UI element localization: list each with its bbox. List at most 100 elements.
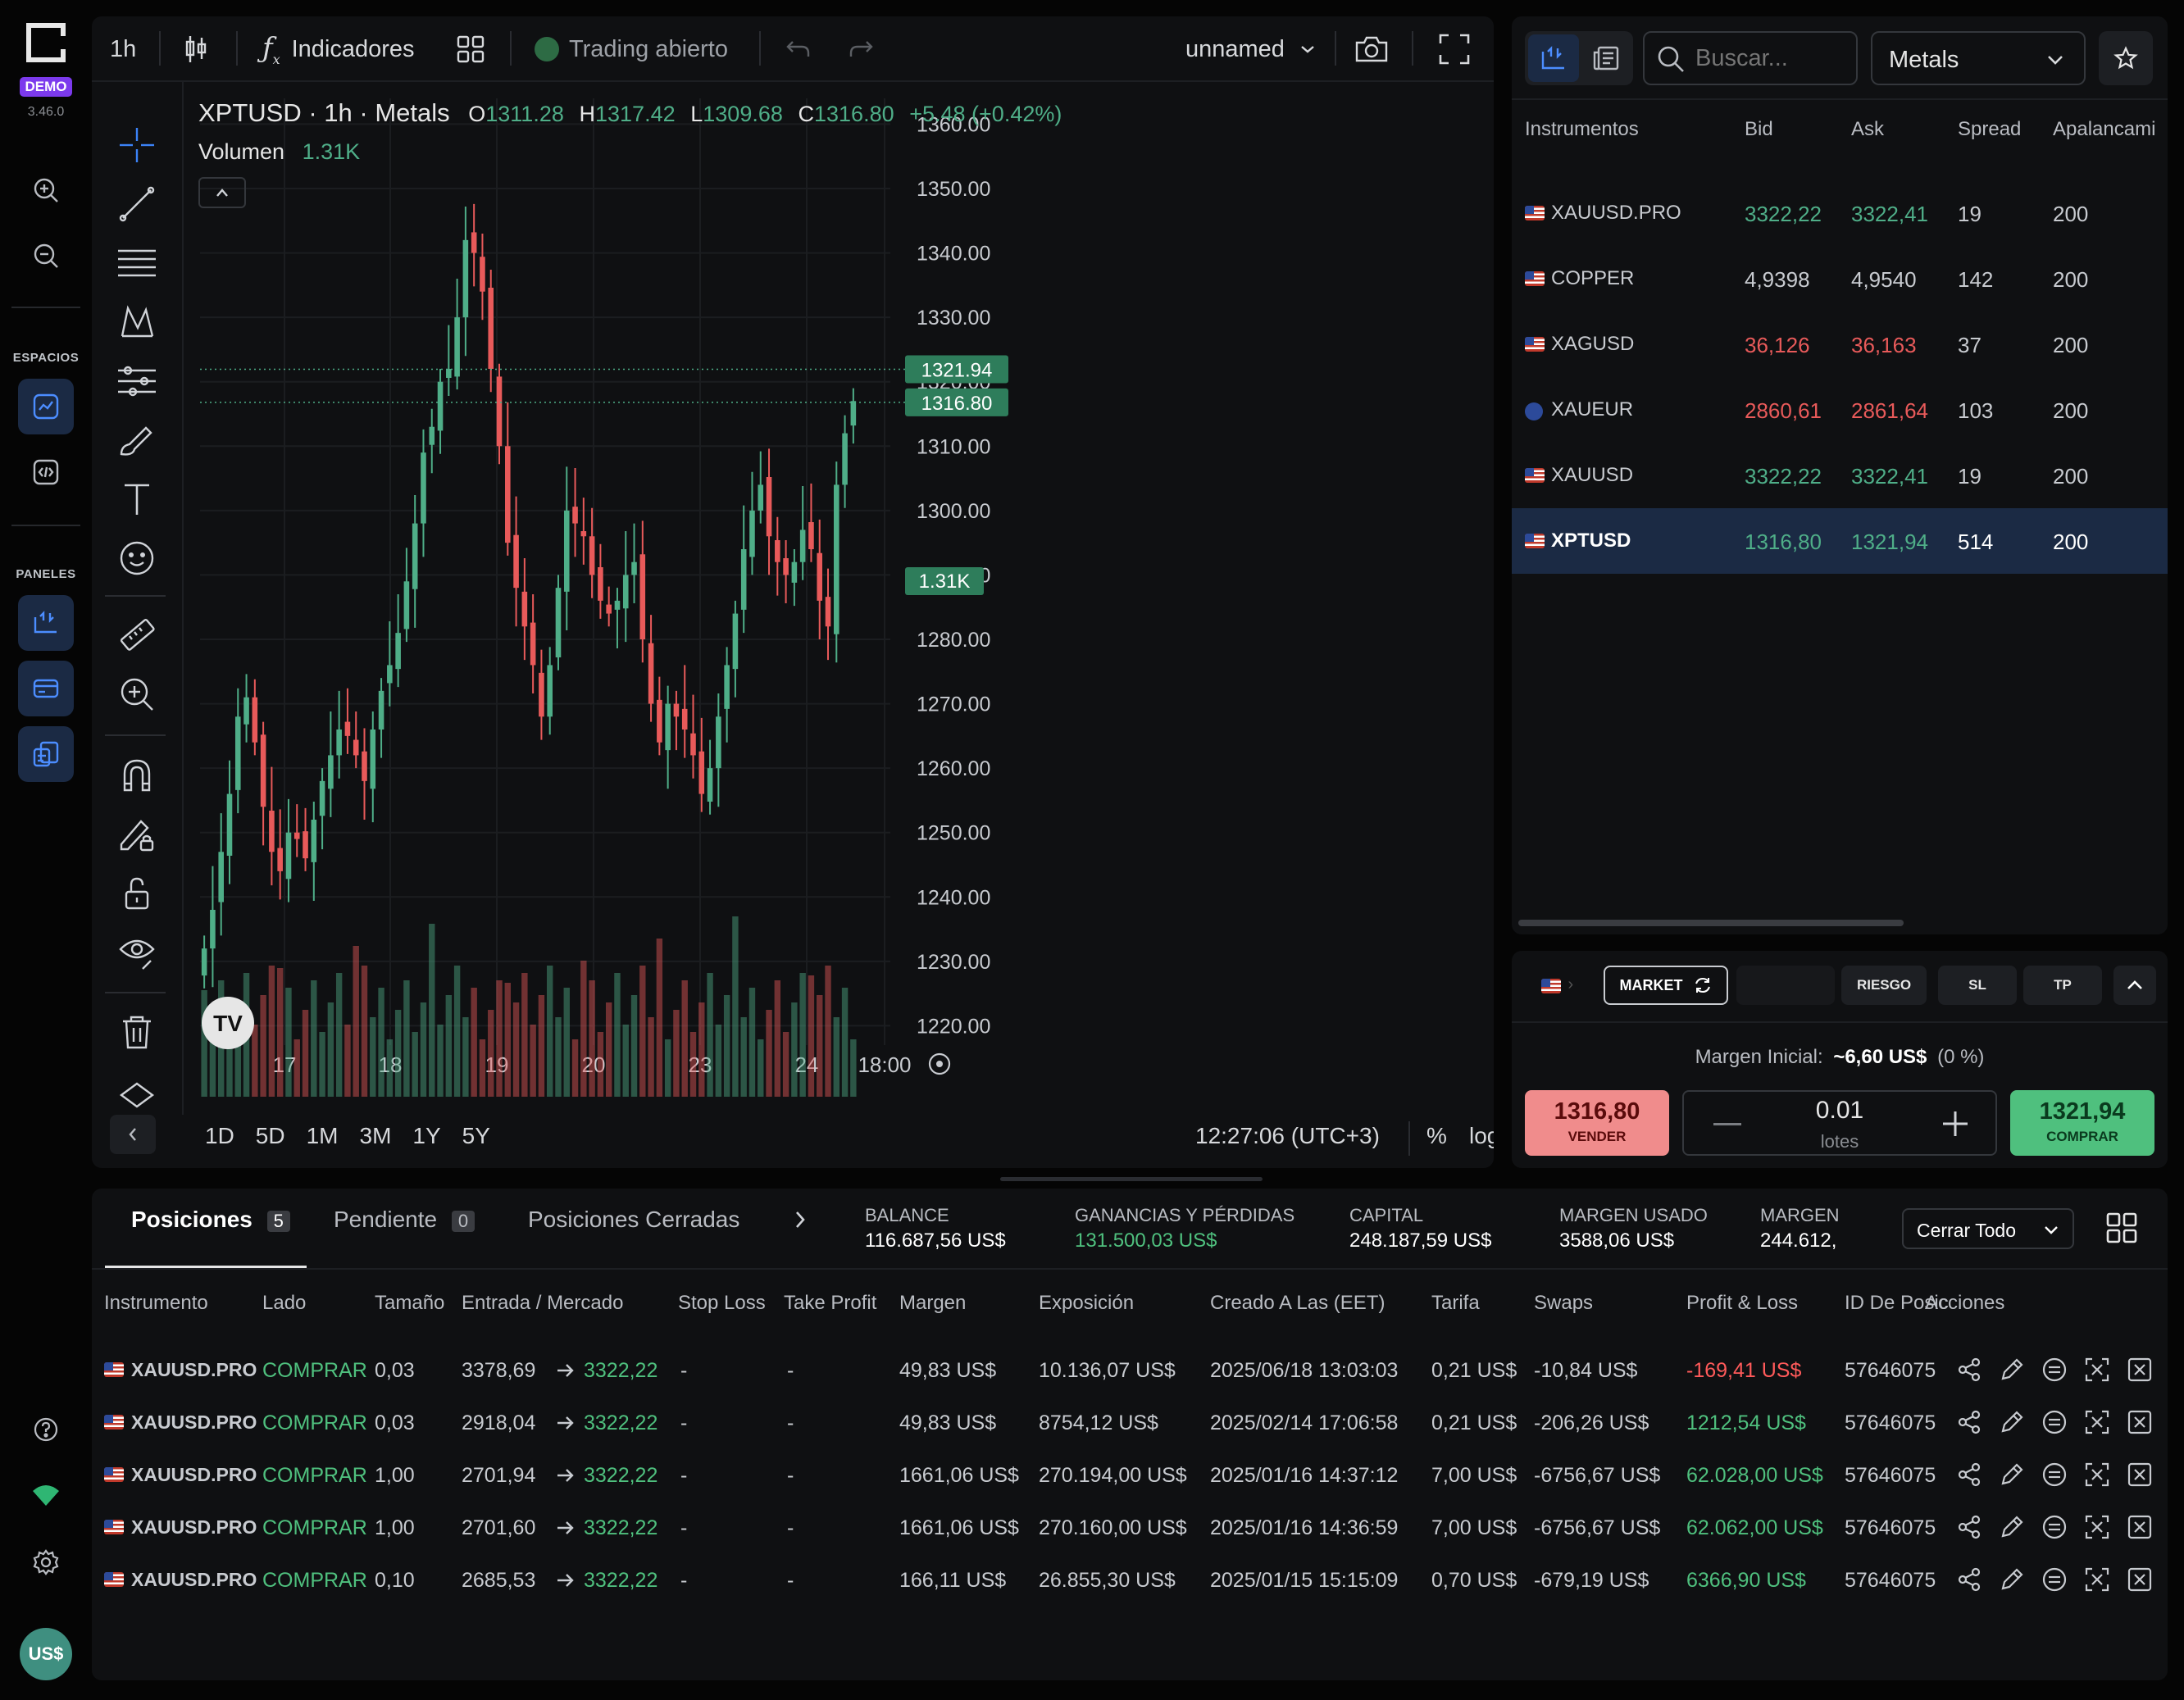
account-currency-avatar[interactable]: US$ <box>20 1628 72 1680</box>
layout-grid-button[interactable] <box>2105 1211 2138 1248</box>
tab-closed-positions[interactable]: Posiciones Cerradas <box>528 1207 740 1232</box>
buy-button[interactable]: 1321,94 COMPRAR <box>2010 1090 2154 1156</box>
close-by-icon[interactable] <box>2083 1566 2111 1593</box>
range-5d[interactable]: 5D <box>255 1123 285 1148</box>
sl-button[interactable]: SL <box>1938 966 2017 1005</box>
pattern-tool[interactable] <box>115 300 159 344</box>
edit-icon[interactable] <box>1998 1356 2026 1384</box>
panel-positions-button[interactable] <box>18 726 74 782</box>
crosshair-tool[interactable] <box>115 123 159 167</box>
instrument-row[interactable]: XAGUSD 36,126 36,163 37 200 <box>1512 311 2168 377</box>
brush-tool[interactable] <box>115 418 159 462</box>
list-view-button[interactable] <box>1528 34 1579 82</box>
chart-settings-icon[interactable] <box>928 1052 951 1075</box>
edit-icon[interactable] <box>1998 1513 2026 1541</box>
position-take-profit[interactable]: - <box>787 1359 794 1382</box>
partial-close-icon[interactable] <box>2041 1513 2068 1541</box>
col-instrument[interactable]: Instrumento <box>104 1292 208 1314</box>
instrument-row[interactable]: COPPER 4,9398 4,9540 142 200 <box>1512 246 2168 311</box>
help-button[interactable] <box>18 1402 74 1457</box>
fullscreen-button[interactable] <box>1438 31 1471 67</box>
instrument-row[interactable]: XAUEUR 2860,61 2861,64 103 200 <box>1512 377 2168 443</box>
close-by-icon[interactable] <box>2083 1513 2111 1541</box>
range-1m[interactable]: 1M <box>306 1123 339 1148</box>
share-icon[interactable] <box>1955 1513 1983 1541</box>
col-instrument[interactable]: Instrumentos <box>1525 118 1639 140</box>
unlock-tool[interactable] <box>115 870 159 915</box>
close-position-icon[interactable] <box>2126 1461 2154 1489</box>
position-take-profit[interactable]: - <box>787 1411 794 1434</box>
instrument-row[interactable]: XPTUSD 1316,80 1321,94 514 200 <box>1512 508 2168 574</box>
redo-button[interactable] <box>848 31 874 67</box>
col-entry-market[interactable]: Entrada / Mercado <box>462 1292 624 1314</box>
panel-instruments-button[interactable] <box>18 595 74 651</box>
partial-close-icon[interactable] <box>2041 1566 2068 1593</box>
zoom-out-button[interactable] <box>18 228 74 284</box>
share-icon[interactable] <box>1955 1356 1983 1384</box>
position-take-profit[interactable]: - <box>787 1516 794 1539</box>
position-row[interactable]: XAUUSD.PRO COMPRAR 1,00 2701,94 3322,22- -166… <box>92 1449 2168 1502</box>
col-actions[interactable]: Acciones <box>1925 1292 2005 1314</box>
close-position-icon[interactable] <box>2126 1566 2154 1593</box>
position-tool[interactable] <box>115 359 159 403</box>
lock-drawings-tool[interactable] <box>115 811 159 856</box>
col-swaps[interactable]: Swaps <box>1534 1292 1594 1314</box>
position-stop-loss[interactable]: - <box>680 1411 688 1434</box>
screenshot-button[interactable] <box>1354 31 1389 67</box>
chart-clock[interactable]: 12:27:06 (UTC+3) <box>1195 1123 1380 1148</box>
order-price-input[interactable] <box>1736 966 1835 1005</box>
position-stop-loss[interactable]: - <box>680 1464 688 1487</box>
delete-drawings-tool[interactable] <box>115 1010 159 1054</box>
emoji-tool[interactable] <box>115 536 159 580</box>
percent-toggle[interactable]: % <box>1426 1123 1447 1148</box>
news-view-button[interactable] <box>1581 34 1631 82</box>
risk-button[interactable]: RIESGO <box>1841 966 1927 1005</box>
edit-icon[interactable] <box>1998 1461 2026 1489</box>
position-stop-loss[interactable]: - <box>680 1359 688 1382</box>
partial-close-icon[interactable] <box>2041 1356 2068 1384</box>
layout-selector[interactable]: unnamed <box>1185 31 1316 67</box>
col-take-profit[interactable]: Take Profit <box>784 1292 877 1314</box>
tabs-scroll-right[interactable] <box>794 1210 807 1234</box>
col-ask[interactable]: Ask <box>1851 118 1885 140</box>
trendline-tool[interactable] <box>115 182 159 226</box>
lots-value[interactable]: 0.01 <box>1815 1097 1864 1124</box>
visibility-tool[interactable] <box>115 930 159 974</box>
col-stop-loss[interactable]: Stop Loss <box>678 1292 766 1314</box>
increase-lots-button[interactable] <box>1941 1110 1969 1138</box>
price-chart[interactable]: 1360.001350.001340.001330.001320.001310.… <box>184 82 1494 1107</box>
position-stop-loss[interactable]: - <box>680 1569 688 1592</box>
edit-icon[interactable] <box>1998 1566 2026 1593</box>
templates-button[interactable] <box>456 31 485 67</box>
close-by-icon[interactable] <box>2083 1461 2111 1489</box>
col-pnl[interactable]: Profit & Loss <box>1686 1292 1799 1314</box>
chart-type-button[interactable] <box>184 31 208 67</box>
search-box[interactable] <box>1643 31 1858 85</box>
sell-button[interactable]: 1316,80 VENDER <box>1525 1090 1669 1156</box>
tp-button[interactable]: TP <box>2023 966 2102 1005</box>
position-take-profit[interactable]: - <box>787 1464 794 1487</box>
decrease-lots-button[interactable] <box>1713 1123 1741 1125</box>
col-side[interactable]: Lado <box>262 1292 307 1314</box>
collapse-legend-button[interactable] <box>198 177 246 208</box>
position-row[interactable]: XAUUSD.PRO COMPRAR 0,10 2685,53 3322,22- -166… <box>92 1554 2168 1607</box>
zoom-tool[interactable] <box>115 672 159 716</box>
interval-selector[interactable]: 1h <box>110 35 137 62</box>
share-icon[interactable] <box>1955 1461 1983 1489</box>
col-size[interactable]: Tamaño <box>375 1292 445 1314</box>
range-1y[interactable]: 1Y <box>412 1123 441 1148</box>
close-position-icon[interactable] <box>2126 1356 2154 1384</box>
range-3m[interactable]: 3M <box>359 1123 392 1148</box>
range-1d[interactable]: 1D <box>205 1123 234 1148</box>
position-row[interactable]: XAUUSD.PRO COMPRAR 0,03 2918,04 3322,22- -49,… <box>92 1397 2168 1449</box>
position-row[interactable]: XAUUSD.PRO COMPRAR 1,00 2701,60 3322,22- -166… <box>92 1502 2168 1554</box>
undo-button[interactable] <box>785 31 812 67</box>
tab-positions[interactable]: Posiciones 5 <box>131 1207 290 1233</box>
space-chart-button[interactable] <box>18 379 74 434</box>
lots-stepper[interactable]: 0.01 lotes <box>1682 1090 1997 1156</box>
close-position-icon[interactable] <box>2126 1513 2154 1541</box>
col-leverage[interactable]: Apalancami <box>2053 118 2156 140</box>
share-icon[interactable] <box>1955 1408 1983 1436</box>
partial-close-icon[interactable] <box>2041 1461 2068 1489</box>
col-bid[interactable]: Bid <box>1745 118 1773 140</box>
